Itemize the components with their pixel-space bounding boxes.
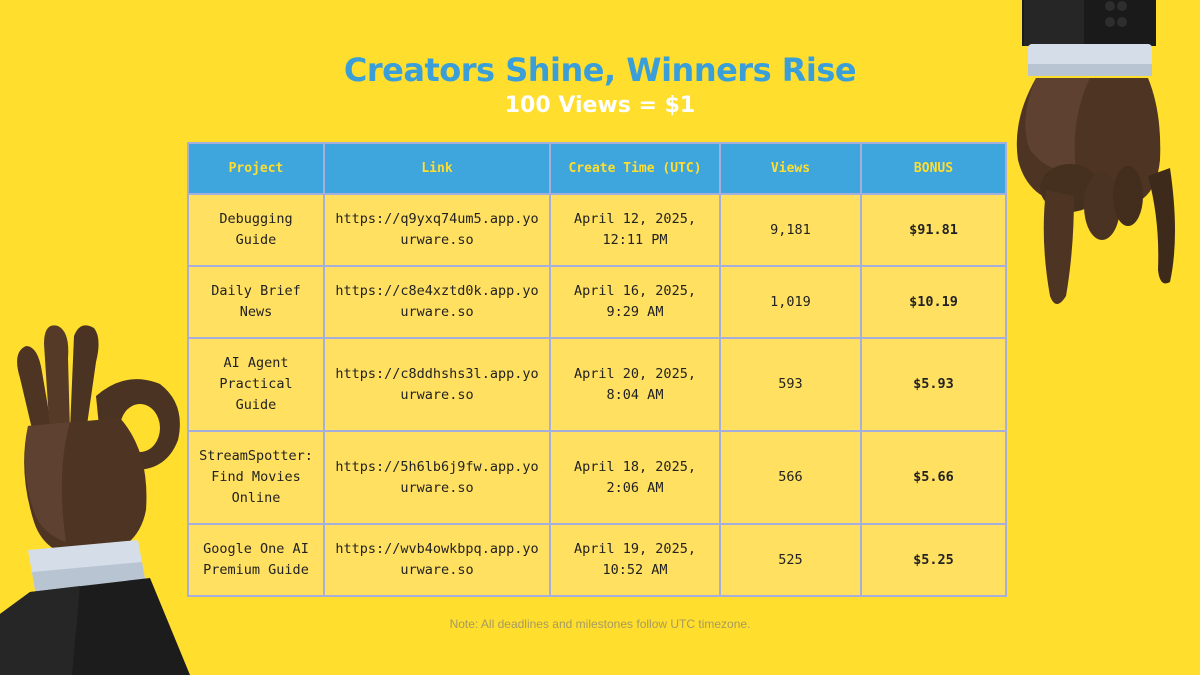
bonus-cell: $91.81 — [860, 193, 1007, 267]
table-row: StreamSpotter: Find Movies Online https:… — [187, 430, 1007, 525]
create-time-cell: April 12, 2025, 12:11 PM — [549, 193, 721, 267]
create-time-cell: April 19, 2025, 10:52 AM — [549, 523, 721, 597]
page-subtitle: 100 Views = $1 — [504, 93, 696, 118]
bonus-cell: $5.66 — [860, 430, 1007, 525]
link-cell[interactable]: https://5h6lb6j9fw.app.yourware.so — [323, 430, 551, 525]
project-cell: Google One AI Premium Guide — [187, 523, 325, 597]
create-time-cell: April 16, 2025, 9:29 AM — [549, 265, 721, 339]
views-cell: 1,019 — [719, 265, 862, 339]
project-cell: AI Agent Practical Guide — [187, 337, 325, 432]
page-title: Creators Shine, Winners Rise — [343, 51, 857, 89]
column-header-project: Project — [187, 142, 325, 195]
table-row: Daily Brief News https://c8e4xztd0k.app.… — [187, 265, 1007, 339]
bonus-cell: $10.19 — [860, 265, 1007, 339]
ok-hand-icon — [0, 325, 190, 675]
project-cell: Debugging Guide — [187, 193, 325, 267]
create-time-cell: April 18, 2025, 2:06 AM — [549, 430, 721, 525]
link-cell[interactable]: https://c8e4xztd0k.app.yourware.so — [323, 265, 551, 339]
bonus-cell: $5.93 — [860, 337, 1007, 432]
bonus-table: Project Link Create Time (UTC) Views BON… — [187, 142, 1007, 597]
table-header-row: Project Link Create Time (UTC) Views BON… — [187, 142, 1007, 195]
views-cell: 566 — [719, 430, 862, 525]
link-cell[interactable]: https://q9yxq74um5.app.yourware.so — [323, 193, 551, 267]
bonus-cell: $5.25 — [860, 523, 1007, 597]
link-cell[interactable]: https://c8ddhshs3l.app.yourware.so — [323, 337, 551, 432]
column-header-create-time: Create Time (UTC) — [549, 142, 721, 195]
create-time-cell: April 20, 2025, 8:04 AM — [549, 337, 721, 432]
project-cell: StreamSpotter: Find Movies Online — [187, 430, 325, 525]
views-cell: 593 — [719, 337, 862, 432]
table-row: Debugging Guide https://q9yxq74um5.app.y… — [187, 193, 1007, 267]
column-header-bonus: BONUS — [860, 142, 1007, 195]
pointing-down-hand-icon — [1016, 0, 1175, 304]
column-header-views: Views — [719, 142, 862, 195]
timezone-note: Note: All deadlines and milestones follo… — [449, 617, 751, 631]
views-cell: 9,181 — [719, 193, 862, 267]
table-row: Google One AI Premium Guide https://wvb4… — [187, 523, 1007, 597]
link-cell[interactable]: https://wvb4owkbpq.app.yourware.so — [323, 523, 551, 597]
column-header-link: Link — [323, 142, 551, 195]
views-cell: 525 — [719, 523, 862, 597]
table-row: AI Agent Practical Guide https://c8ddhsh… — [187, 337, 1007, 432]
project-cell: Daily Brief News — [187, 265, 325, 339]
